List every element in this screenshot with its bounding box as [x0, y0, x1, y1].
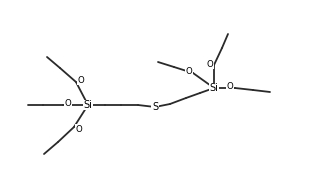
Text: Si: Si: [83, 100, 92, 110]
Text: O: O: [186, 66, 192, 75]
Text: O: O: [207, 60, 213, 68]
Text: O: O: [76, 125, 83, 134]
Text: O: O: [226, 82, 233, 90]
Text: Si: Si: [209, 83, 218, 93]
Text: S: S: [152, 102, 158, 112]
Text: O: O: [77, 75, 84, 85]
Text: O: O: [65, 98, 72, 107]
